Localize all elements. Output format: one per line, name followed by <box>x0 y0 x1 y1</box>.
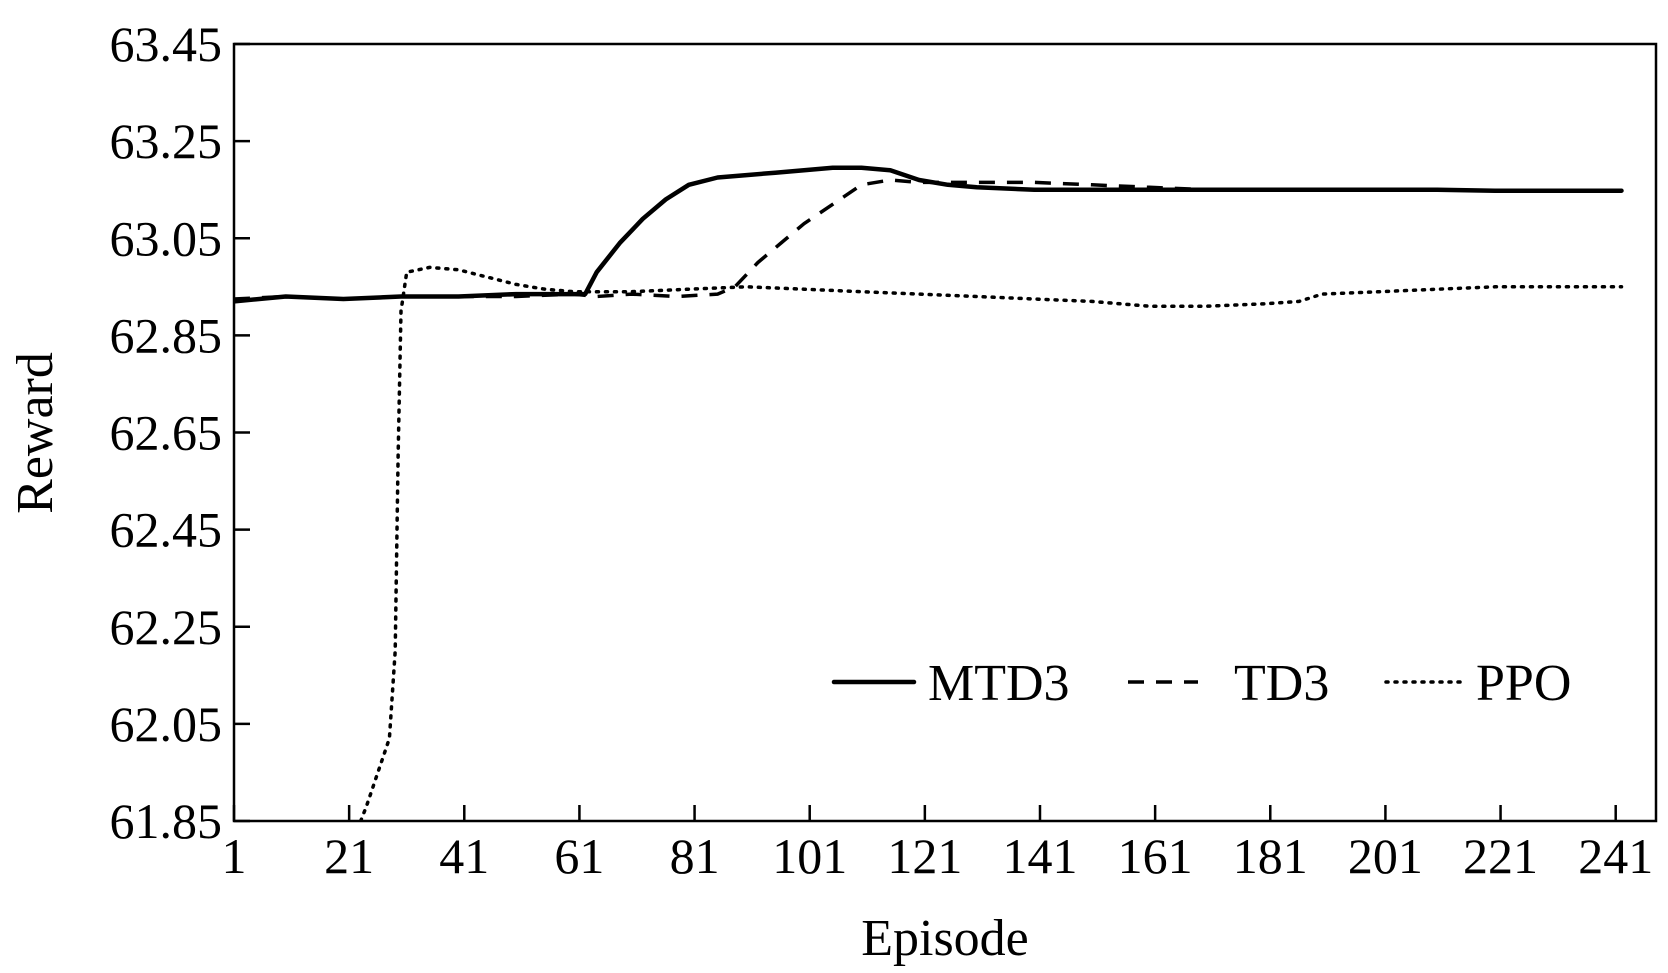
legend-label-td3: TD3 <box>1234 655 1329 712</box>
x-tick-label: 81 <box>670 828 720 884</box>
y-tick-label: 63.45 <box>110 16 223 72</box>
y-tick-label: 61.85 <box>110 793 223 849</box>
series-line-mtd3 <box>234 165 1624 304</box>
y-axis-ticks: 63.45 63.25 63.05 62.85 62.65 62.45 62.25 62.05… <box>110 16 250 849</box>
x-tick-label: 221 <box>1463 828 1538 884</box>
x-tick-label: 41 <box>439 828 489 884</box>
legend-label-ppo: PPO <box>1476 655 1571 712</box>
y-tick-label: 62.65 <box>110 405 223 461</box>
x-tick-label: 161 <box>1118 828 1193 884</box>
series-line-ppo <box>358 265 1624 821</box>
series-layer <box>234 165 1624 821</box>
x-tick-label: 201 <box>1348 828 1423 884</box>
y-tick-label: 63.25 <box>110 113 223 169</box>
x-tick-label: 21 <box>324 828 374 884</box>
y-tick-label: 62.25 <box>110 599 223 655</box>
series-line-td3 <box>234 178 1622 301</box>
x-tick-label: 61 <box>554 828 604 884</box>
x-tick-label: 181 <box>1233 828 1308 884</box>
y-axis-title: Reward <box>7 352 64 514</box>
y-tick-label: 63.05 <box>110 210 223 266</box>
legend-label-mtd3: MTD3 <box>928 655 1070 712</box>
x-tick-label: 121 <box>887 828 962 884</box>
x-axis-ticks: 1 21 41 61 81 101 121 141 161 181 201 221 241 <box>222 805 1653 884</box>
y-tick-label: 62.85 <box>110 307 223 363</box>
x-tick-label: 1 <box>222 828 247 884</box>
plot-frame <box>232 42 1658 823</box>
x-tick-label: 241 <box>1578 828 1653 884</box>
legend: MTD3 TD3 PPO <box>831 655 1571 712</box>
x-axis-title: Episode <box>861 910 1029 967</box>
x-tick-label: 141 <box>1002 828 1077 884</box>
y-tick-label: 62.05 <box>110 696 223 752</box>
y-tick-label: 62.45 <box>110 502 223 558</box>
x-tick-label: 101 <box>772 828 847 884</box>
